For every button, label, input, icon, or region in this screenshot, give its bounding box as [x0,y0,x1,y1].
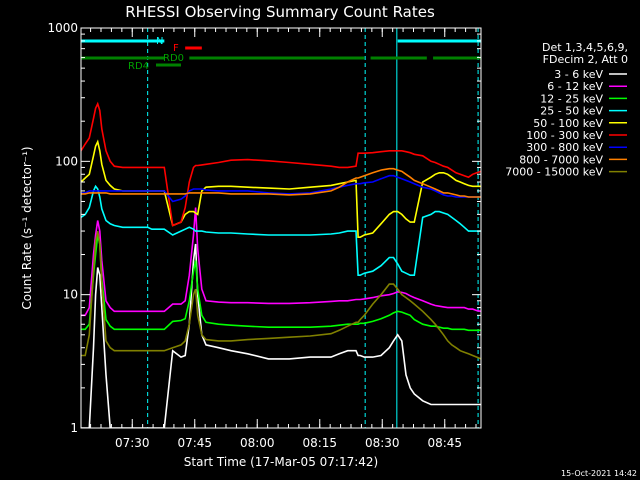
legend-label-1: 6 - 12 keV [547,80,603,93]
legend-label-4: 50 - 100 keV [533,117,603,130]
legend-label-2: 12 - 25 keV [540,92,603,105]
y-axis-ticks: 1 10 100 1000 [47,21,481,435]
annotation-rd4: RD4 [128,61,149,72]
series-line-3 [81,184,481,276]
legend-label-5: 100 - 300 keV [526,129,603,142]
series-line-7 [81,167,481,198]
legend-label-7: 800 - 7000 keV [519,153,603,166]
x-tick-label: 08:30 [365,436,400,450]
y-tick-label: 10 [63,288,78,302]
timestamp: 15-Oct-2021 14:42 [561,469,637,478]
legend-label-0: 3 - 6 keV [554,68,603,81]
series-line-0 [81,243,481,428]
x-tick-label: 07:30 [115,436,150,450]
series-line-6 [81,174,481,203]
chart-title: RHESSI Observing Summary Count Rates [125,3,435,21]
x-axis-label: Start Time (17-Mar-05 07:17:42) [184,455,378,469]
series-line-2 [81,234,481,332]
x-axis-ticks: 07:30 07:45 08:00 08:15 08:30 08:45 [90,28,477,450]
series-line-8 [81,230,481,360]
x-tick-label: 08:15 [302,436,337,450]
x-tick-label: 08:45 [427,436,462,450]
x-tick-label: 07:45 [177,436,212,450]
annotation-f: F [173,43,179,54]
legend-label-3: 25 - 50 keV [540,105,603,118]
plot-frame [80,27,482,429]
annotation-rd0: RD0 [163,53,184,64]
series-line-5 [81,101,481,227]
annotation-n: N [156,36,163,47]
y-tick-label: 1 [70,421,78,435]
legend-label-6: 300 - 800 keV [526,141,603,154]
x-tick-label: 08:00 [240,436,275,450]
legend-header-1: FDecim 2, Att 0 [543,53,628,66]
legend-label-8: 7000 - 15000 keV [505,166,603,179]
y-tick-label: 1000 [47,21,78,35]
legend-header-0: Det 1,3,4,5,6,9, [542,41,628,54]
y-axis-label: Count Rate (s⁻¹ detector⁻¹) [20,146,34,309]
y-tick-label: 100 [55,154,78,168]
legend: Det 1,3,4,5,6,9,FDecim 2, Att 0 3 - 6 keV… [505,41,628,179]
series-line-1 [81,207,481,317]
